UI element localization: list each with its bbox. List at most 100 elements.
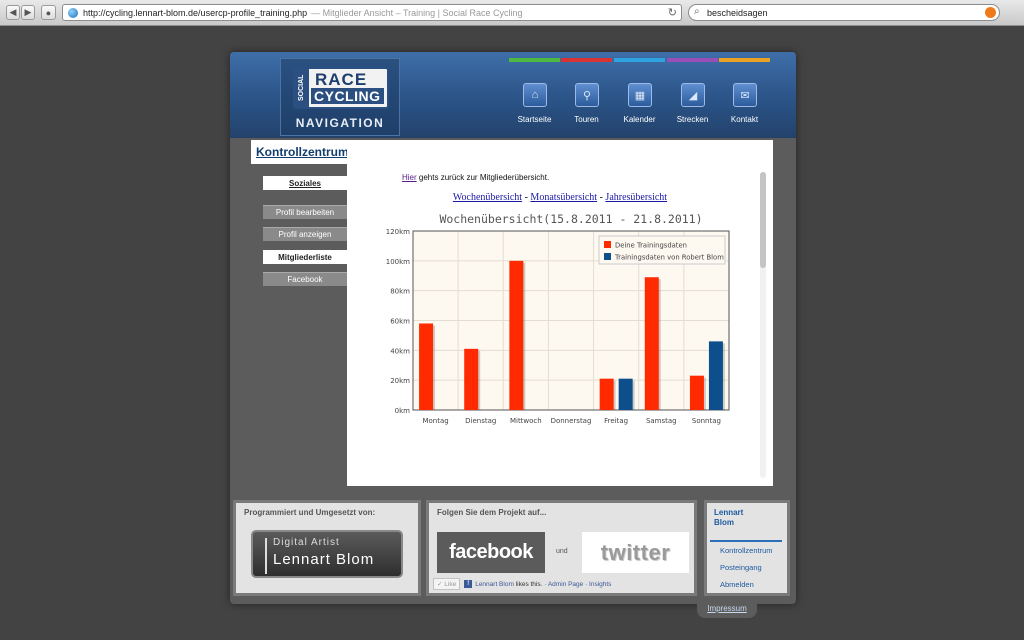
address-bar[interactable]: http://cycling.lennart-blom.de/usercp-pr…	[62, 4, 682, 21]
page-title-text: — Mitglieder Ansicht – Training | Social…	[311, 7, 523, 18]
bar	[689, 375, 704, 410]
scrollbar-thumb[interactable]	[760, 172, 766, 268]
logo-race: RACE	[315, 70, 368, 89]
bar	[464, 348, 479, 410]
menu-touren[interactable]: ⚲ Touren	[561, 58, 612, 136]
menu-kalender[interactable]: ▦ Kalender	[614, 58, 665, 136]
browser-toolbar: ◀ ▶ ● http://cycling.lennart-blom.de/use…	[0, 0, 1024, 26]
bar	[708, 341, 723, 410]
link-wochenuebersicht[interactable]: Wochenübersicht	[452, 192, 523, 203]
y-tick-label: 0km	[395, 407, 411, 415]
back-line: Hier gehts zurück zur Mitgliederübersich…	[402, 173, 549, 182]
menu-label: Kalender	[623, 115, 656, 124]
x-tick-label: Montag	[422, 417, 448, 425]
like-admin-links[interactable]: · Admin Page · Insights	[544, 580, 612, 588]
user-link-abmelden[interactable]: Abmelden	[720, 580, 754, 589]
user-link-kontrollzentrum[interactable]: Kontrollzentrum	[720, 546, 773, 555]
x-tick-label: Dienstag	[465, 417, 496, 425]
like-button[interactable]: ✓ Like	[433, 578, 461, 590]
sidebar-item-facebook[interactable]: Facebook	[263, 272, 347, 286]
menu-stripe	[509, 58, 560, 62]
bar	[618, 378, 633, 410]
und-text: und	[556, 548, 568, 555]
menu-strecken[interactable]: ◢ Strecken	[667, 58, 718, 136]
logo-badge: SOCIAL RACE CYCLING	[293, 67, 389, 109]
logo-cycling: CYCLING	[311, 88, 384, 104]
sidebar-item-profil-bearbeiten[interactable]: Profil bearbeiten	[263, 205, 347, 219]
facebook-icon: f	[464, 580, 473, 588]
badge-name: Lennart Blom	[273, 551, 375, 568]
plot-border	[412, 230, 730, 411]
facebook-logo[interactable]: facebook	[437, 532, 545, 573]
sidebar-item-mitgliederliste[interactable]: Mitgliederliste	[263, 250, 347, 264]
y-tick-label: 120km	[386, 228, 410, 236]
bar	[419, 323, 434, 410]
legend-box	[598, 235, 726, 265]
link-separator: -	[597, 192, 606, 203]
bar	[644, 277, 659, 410]
search-field[interactable]: ⌕ bescheidsagen	[688, 4, 1000, 21]
menu-label: Kontakt	[730, 115, 759, 124]
menu-stripe	[719, 58, 770, 62]
menu-label: Touren	[574, 115, 599, 124]
search-go-icon[interactable]	[985, 7, 996, 18]
menu-label: Strecken	[676, 115, 709, 124]
user-divider	[710, 540, 782, 542]
content-scrollbar[interactable]	[760, 172, 766, 478]
back-button[interactable]: ◀	[6, 5, 20, 20]
badge-bar	[265, 538, 267, 574]
legend-label: Deine Trainingsdaten	[615, 242, 687, 250]
like-label: Like	[444, 581, 457, 588]
reload-icon[interactable]: ↻	[667, 7, 677, 19]
x-tick-label: Donnerstag	[551, 417, 592, 425]
link-jahresuebersicht[interactable]: Jahresübersicht	[605, 192, 668, 203]
logo[interactable]: SOCIAL RACE CYCLING NAVIGATION	[280, 58, 400, 136]
route-icon: ◢	[681, 83, 705, 107]
back-link[interactable]: Hier	[402, 173, 417, 182]
credits-title: Programmiert und Umgesetzt von:	[244, 508, 376, 517]
follow-box: Folgen Sie dem Projekt auf... facebook u…	[426, 500, 697, 596]
stop-icon[interactable]: ●	[41, 5, 56, 20]
training-chart: Wochenübersicht(15.8.2011 - 21.8.2011) 0k…	[386, 212, 730, 425]
navigation-label: NAVIGATION	[295, 116, 385, 130]
y-tick-label: 80km	[390, 288, 410, 296]
bar	[509, 260, 524, 410]
url-text: http://cycling.lennart-blom.de/usercp-pr…	[83, 7, 308, 18]
user-box: Lennart Blom Kontrollzentrum Posteingang…	[704, 500, 790, 596]
follow-title: Folgen Sie dem Projekt auf...	[437, 508, 547, 517]
calendar-icon: ▦	[628, 83, 652, 107]
logo-social: SOCIAL	[295, 69, 309, 107]
forward-button[interactable]: ▶	[21, 5, 35, 20]
sidebar-title[interactable]: Kontrollzentrum	[256, 145, 349, 159]
x-tick-label: Sonntag	[692, 417, 721, 425]
x-tick-label: Samstag	[646, 417, 677, 425]
search-value: bescheidsagen	[707, 7, 768, 18]
menu-stripe	[561, 58, 612, 62]
menu-stripe	[614, 58, 665, 62]
sidebar-item-profil-anzeigen[interactable]: Profil anzeigen	[263, 227, 347, 241]
site-header: SOCIAL RACE CYCLING NAVIGATION ⌂ Startse…	[230, 52, 796, 138]
x-tick-label: Freitag	[604, 417, 628, 425]
facebook-like-row: ✓ Like f Lennart Blom likes this. · Admi…	[433, 578, 611, 590]
sidebar-item-soziales[interactable]: Soziales	[263, 176, 347, 190]
menu-kontakt[interactable]: ✉ Kontakt	[719, 58, 770, 136]
back-text: gehts zurück zur Mitgliederübersicht.	[418, 173, 550, 182]
digital-artist-badge[interactable]: Digital Artist Lennart Blom	[251, 530, 403, 578]
globe-icon	[68, 8, 78, 18]
sidebar-tab	[251, 140, 347, 164]
legend-swatch	[604, 253, 611, 260]
menu-startseite[interactable]: ⌂ Startseite	[509, 58, 560, 136]
y-tick-label: 20km	[390, 377, 410, 385]
like-text: likes this.	[515, 580, 543, 588]
y-tick-label: 40km	[390, 347, 410, 355]
impressum-link[interactable]: Impressum	[697, 602, 757, 618]
twitter-logo[interactable]: twitter	[582, 532, 689, 573]
like-name[interactable]: Lennart Blom	[475, 580, 514, 588]
y-tick-label: 100km	[386, 258, 410, 266]
menu-label: Startseite	[517, 115, 552, 124]
user-link-posteingang[interactable]: Posteingang	[720, 563, 762, 572]
legend-swatch	[604, 241, 611, 248]
home-icon: ⌂	[523, 83, 547, 107]
link-monatsuebersicht[interactable]: Monatsübersicht	[530, 192, 598, 203]
bar	[599, 378, 614, 410]
